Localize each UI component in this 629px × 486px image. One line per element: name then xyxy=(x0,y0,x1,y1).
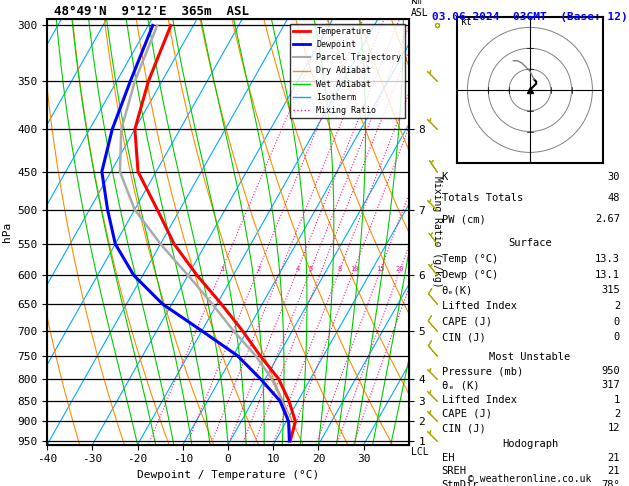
Text: 2: 2 xyxy=(614,409,620,419)
Y-axis label: hPa: hPa xyxy=(2,222,12,242)
Text: 8: 8 xyxy=(338,266,342,272)
Text: kt: kt xyxy=(461,17,473,27)
Text: 10: 10 xyxy=(350,266,359,272)
Text: StmDir: StmDir xyxy=(442,480,479,486)
Text: Dewp (°C): Dewp (°C) xyxy=(442,270,498,280)
Text: θₑ(K): θₑ(K) xyxy=(442,285,473,295)
X-axis label: Dewpoint / Temperature (°C): Dewpoint / Temperature (°C) xyxy=(137,470,319,480)
Text: PW (cm): PW (cm) xyxy=(442,214,486,225)
Text: Temp (°C): Temp (°C) xyxy=(442,254,498,264)
Text: LCL: LCL xyxy=(411,447,428,457)
Text: EH: EH xyxy=(442,452,454,463)
Text: 30: 30 xyxy=(608,172,620,182)
Text: 0: 0 xyxy=(614,317,620,327)
Text: Lifted Index: Lifted Index xyxy=(442,301,516,311)
Text: Hodograph: Hodograph xyxy=(502,439,558,449)
Text: CAPE (J): CAPE (J) xyxy=(442,409,492,419)
Text: Surface: Surface xyxy=(508,239,552,248)
Text: 20: 20 xyxy=(396,266,404,272)
Text: 0: 0 xyxy=(614,332,620,342)
Text: Lifted Index: Lifted Index xyxy=(442,395,516,404)
Text: 12: 12 xyxy=(608,423,620,433)
Text: 48°49'N  9°12'E  365m  ASL: 48°49'N 9°12'E 365m ASL xyxy=(54,5,250,18)
Text: km
ASL: km ASL xyxy=(411,0,428,18)
Text: 5: 5 xyxy=(309,266,313,272)
Text: 2.67: 2.67 xyxy=(595,214,620,225)
Text: 1: 1 xyxy=(220,266,224,272)
Text: 950: 950 xyxy=(601,366,620,376)
Text: 2: 2 xyxy=(257,266,260,272)
Text: 03.06.2024  03GMT  (Base: 12): 03.06.2024 03GMT (Base: 12) xyxy=(432,12,628,22)
Text: 48: 48 xyxy=(608,193,620,203)
Text: 21: 21 xyxy=(608,452,620,463)
Text: 13.3: 13.3 xyxy=(595,254,620,264)
Legend: Temperature, Dewpoint, Parcel Trajectory, Dry Adiabat, Wet Adiabat, Isotherm, Mi: Temperature, Dewpoint, Parcel Trajectory… xyxy=(290,24,404,118)
Text: Pressure (mb): Pressure (mb) xyxy=(442,366,523,376)
Text: 317: 317 xyxy=(601,381,620,390)
Text: K: K xyxy=(442,172,448,182)
Text: 78°: 78° xyxy=(601,480,620,486)
Text: CIN (J): CIN (J) xyxy=(442,332,486,342)
Text: 4: 4 xyxy=(296,266,300,272)
Text: 1: 1 xyxy=(614,395,620,404)
Y-axis label: Mixing Ratio (g/kg): Mixing Ratio (g/kg) xyxy=(432,176,442,288)
Text: Most Unstable: Most Unstable xyxy=(489,352,571,362)
Text: © weatheronline.co.uk: © weatheronline.co.uk xyxy=(468,473,592,484)
Text: 2: 2 xyxy=(614,301,620,311)
Text: CIN (J): CIN (J) xyxy=(442,423,486,433)
Text: θₑ (K): θₑ (K) xyxy=(442,381,479,390)
Text: CAPE (J): CAPE (J) xyxy=(442,317,492,327)
Text: SREH: SREH xyxy=(442,467,467,476)
Text: 13.1: 13.1 xyxy=(595,270,620,280)
Text: Totals Totals: Totals Totals xyxy=(442,193,523,203)
Text: 15: 15 xyxy=(376,266,385,272)
Text: 315: 315 xyxy=(601,285,620,295)
Text: 21: 21 xyxy=(608,467,620,476)
